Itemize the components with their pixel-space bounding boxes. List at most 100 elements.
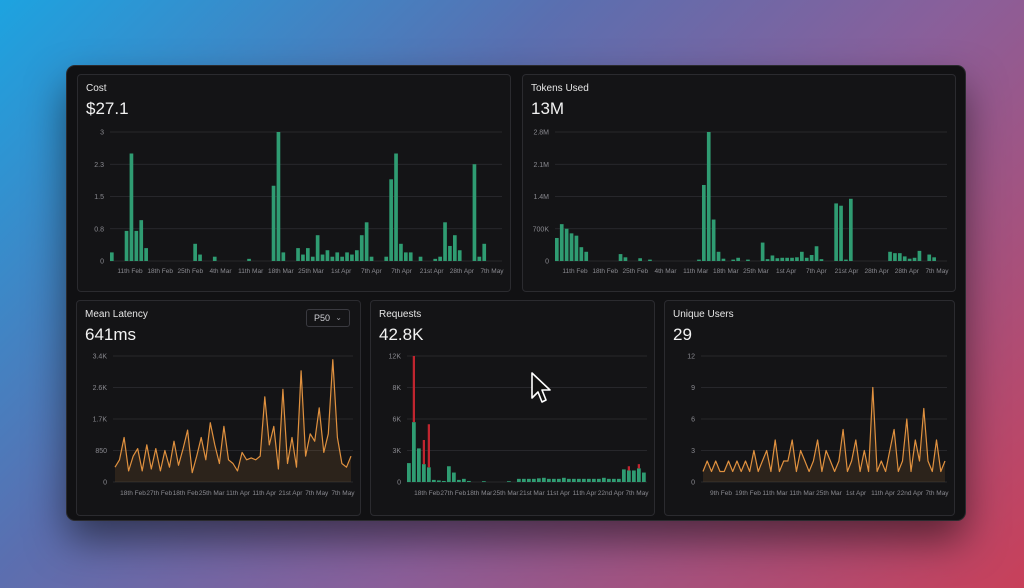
latency-chart: 3.4K 2.6K 1.7K 850 0 18th Feb 27th Feb 18th Feb… (93, 354, 356, 498)
x-tick-label: 22nd Apr (598, 490, 625, 497)
x-tick-label: 18th Feb (414, 490, 440, 497)
y-tick-label: 3K (392, 448, 401, 455)
bar (618, 254, 623, 261)
bar (438, 256, 442, 261)
bar (448, 245, 452, 261)
bar (467, 480, 471, 482)
bar (399, 243, 403, 261)
bar (427, 467, 431, 482)
bar (417, 448, 421, 482)
bar (555, 237, 559, 261)
bar (760, 242, 765, 261)
x-tick-label: 11th Mar (762, 490, 788, 497)
x-tick-label: 25th Mar (743, 268, 769, 275)
mouse-pointer-icon (531, 372, 551, 403)
bar (612, 478, 616, 482)
latency-panel: Mean Latency 641ms P50 ⌄ 3.4K 2.6K 1.7K 850… (76, 300, 361, 516)
bar (437, 480, 441, 482)
bar (442, 480, 446, 482)
bar (325, 250, 330, 261)
x-tick-label: 21st Apr (835, 268, 860, 275)
bar (350, 254, 354, 261)
bar (462, 478, 466, 482)
bar (736, 257, 740, 261)
bar (702, 184, 706, 261)
bar (447, 466, 451, 482)
x-tick-label: 18th Feb (120, 490, 146, 497)
y-tick-label: 2.3 (94, 162, 104, 169)
x-tick-label: 1st Apr (776, 268, 797, 275)
tokens-value: 13M (531, 99, 565, 118)
y-tick-label: 0 (545, 259, 549, 266)
bar (597, 478, 601, 482)
x-tick-label: 7th May (925, 268, 949, 275)
bar (134, 230, 139, 261)
bar (562, 477, 566, 482)
bar (407, 463, 411, 482)
percentile-dropdown[interactable]: P50 ⌄ (306, 309, 350, 327)
x-tick-label: 18th Mar (713, 268, 739, 275)
bar (301, 254, 305, 261)
y-tick-label: 1.5 (94, 194, 104, 201)
bar (394, 153, 398, 261)
bar (422, 464, 426, 482)
bar (731, 259, 736, 261)
bar (482, 481, 486, 482)
bar (716, 251, 721, 261)
bar (542, 477, 546, 482)
y-tick-label: 1.7K (93, 417, 108, 424)
bar (457, 479, 461, 482)
bar (790, 257, 794, 261)
y-tick-label: 8K (392, 385, 401, 392)
x-tick-label: 9th Feb (710, 490, 732, 497)
bar (477, 256, 482, 261)
bar (129, 153, 134, 261)
x-tick-label: 25th Feb (622, 268, 648, 275)
requests-panel: Requests 42.8K 12K 8K 6K 3K 0 18th Feb 27th Fe… (370, 300, 655, 516)
x-tick-label: 7th May (480, 268, 504, 275)
x-tick-label: 7th Apr (391, 268, 412, 275)
x-tick-label: 4th Mar (209, 268, 232, 275)
x-tick-label: 1st Apr (331, 268, 352, 275)
bar (359, 235, 364, 261)
bar (632, 470, 636, 482)
bar (785, 257, 789, 261)
x-tick-label: 7th May (625, 490, 649, 497)
bar (617, 478, 621, 482)
x-tick-label: 18th Feb (173, 490, 199, 497)
bar (587, 478, 591, 482)
bar (355, 250, 359, 261)
y-tick-label: 2.8M (533, 130, 549, 137)
bar (369, 256, 374, 261)
bar (627, 470, 631, 482)
x-tick-label: 7th May (305, 490, 329, 497)
bar (574, 235, 579, 261)
x-tick-label: 7th Apr (806, 268, 827, 275)
cost-value: $27.1 (86, 99, 129, 118)
bar (482, 243, 487, 261)
bar (517, 478, 521, 482)
percentile-value: P50 (314, 313, 331, 323)
bar (472, 164, 477, 261)
x-tick-label: 27th Feb (146, 490, 172, 497)
bar (281, 252, 286, 261)
users-value: 29 (673, 325, 692, 344)
y-tick-label: 2.1M (533, 162, 549, 169)
bar (564, 228, 569, 261)
bar (408, 252, 413, 261)
bar (888, 251, 892, 261)
x-tick-label: 18th Mar (268, 268, 294, 275)
bar (452, 472, 456, 482)
bar (432, 479, 436, 482)
bar (124, 230, 129, 261)
bar (139, 220, 144, 261)
bar (306, 248, 310, 261)
bar (844, 259, 848, 261)
bar (809, 255, 814, 261)
cost-chart: 3 2.3 1.5 0.8 0 11th Feb 18th Feb 25th Feb 4th M… (94, 130, 504, 276)
bar (770, 255, 775, 261)
bar (607, 478, 611, 482)
bar (522, 478, 526, 482)
bar (814, 246, 819, 261)
x-tick-label: 11th Mar (683, 268, 709, 275)
